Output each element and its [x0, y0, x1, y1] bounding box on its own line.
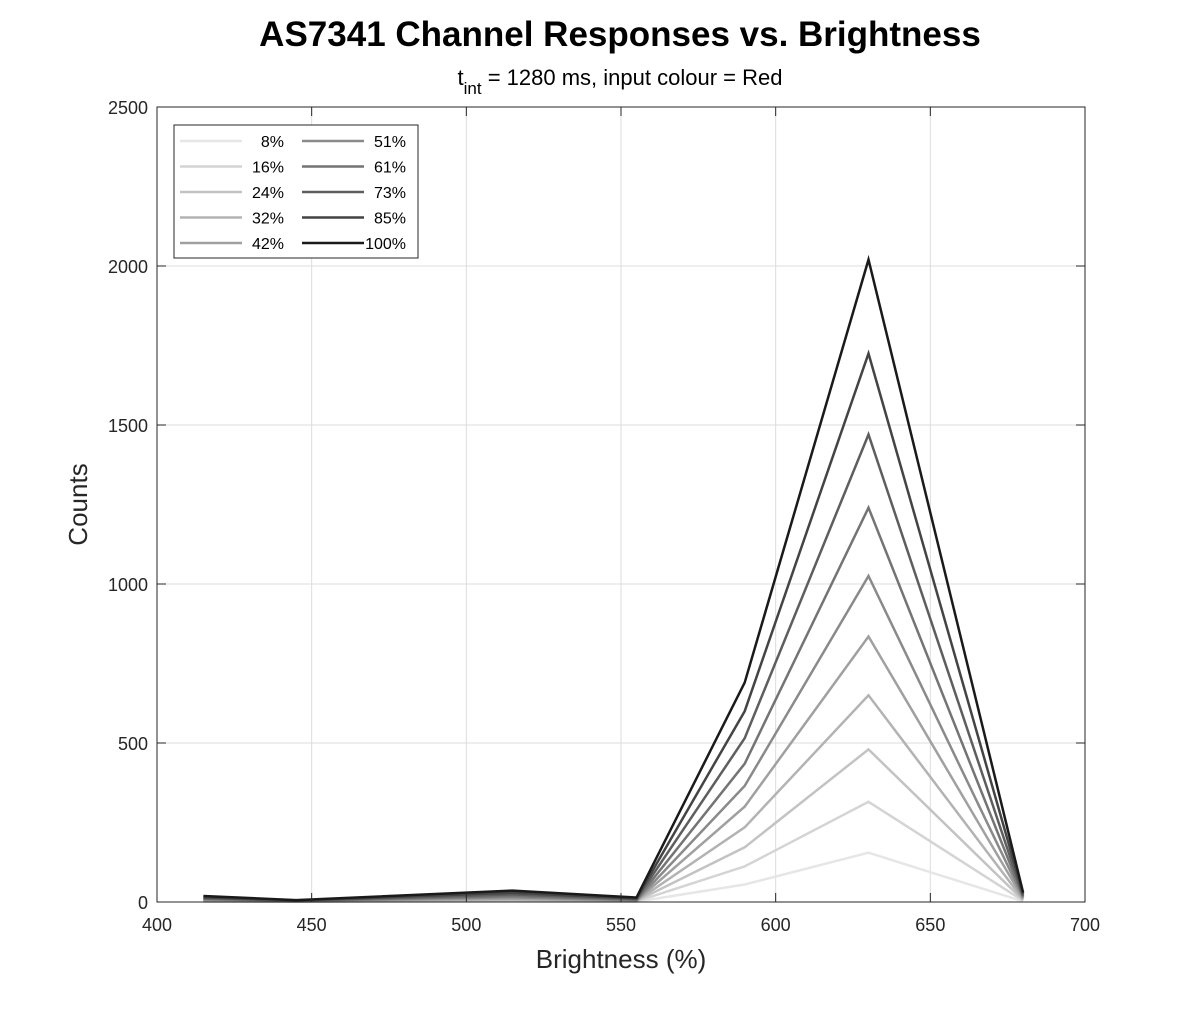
legend-label: 16%	[252, 160, 284, 177]
subtitle-rest: = 1280 ms, input colour = Red	[482, 65, 783, 90]
y-tick-label: 500	[118, 734, 148, 754]
legend-entry: 85%	[302, 211, 406, 228]
y-tick-label: 2000	[108, 257, 148, 277]
legend-label: 8%	[261, 134, 284, 151]
legend-label: 61%	[374, 160, 406, 177]
x-tick-label: 550	[606, 915, 636, 935]
legend-label: 32%	[252, 211, 284, 228]
series-line-100pct	[203, 254, 1025, 902]
y-axis-label: Counts	[63, 463, 93, 545]
x-tick-label: 600	[761, 915, 791, 935]
legend-entries: 8% 16% 24% 32% 42% 51% 61% 73% 85% 100%	[180, 134, 406, 253]
x-tick-label: 450	[297, 915, 327, 935]
legend-label: 85%	[374, 211, 406, 228]
y-tick-label: 0	[138, 893, 148, 913]
y-tick-label: 1500	[108, 416, 148, 436]
legend-entry: 32%	[180, 211, 284, 228]
x-tick-label: 400	[142, 915, 172, 935]
legend-entry: 100%	[302, 236, 406, 253]
legend-label: 42%	[252, 236, 284, 253]
ticks: 400 450 500 550 600 650 700 0 500 1000 1500 2000 250…	[108, 98, 1100, 935]
legend-entry: 51%	[302, 134, 406, 151]
y-tick-label: 1000	[108, 575, 148, 595]
chart-title: AS7341 Channel Responses vs. Brightness	[259, 15, 981, 54]
legend-entry: 42%	[180, 236, 284, 253]
legend-entry: 73%	[302, 185, 406, 202]
x-tick-label: 500	[451, 915, 481, 935]
plot-area: 400 450 500 550 600 650 700 0 500 1000 1500 2000 250…	[108, 98, 1100, 935]
legend-entry: 8%	[180, 134, 284, 151]
legend-entry: 24%	[180, 185, 284, 202]
legend-label: 73%	[374, 185, 406, 202]
subtitle-var: t	[458, 65, 464, 90]
subtitle-subscript: int	[464, 79, 482, 98]
legend-label: 100%	[365, 236, 406, 253]
x-axis-label: Brightness (%)	[536, 944, 707, 974]
legend-entry: 16%	[180, 160, 284, 177]
x-tick-label: 700	[1070, 915, 1100, 935]
legend: 8% 16% 24% 32% 42% 51% 61% 73% 85% 100%	[173, 124, 419, 259]
chart-subtitle: tint = 1280 ms, input colour = Red	[458, 65, 783, 98]
y-tick-label: 2500	[108, 98, 148, 118]
legend-label: 51%	[374, 134, 406, 151]
legend-entry: 61%	[302, 160, 406, 177]
x-tick-label: 650	[915, 915, 945, 935]
legend-label: 24%	[252, 185, 284, 202]
